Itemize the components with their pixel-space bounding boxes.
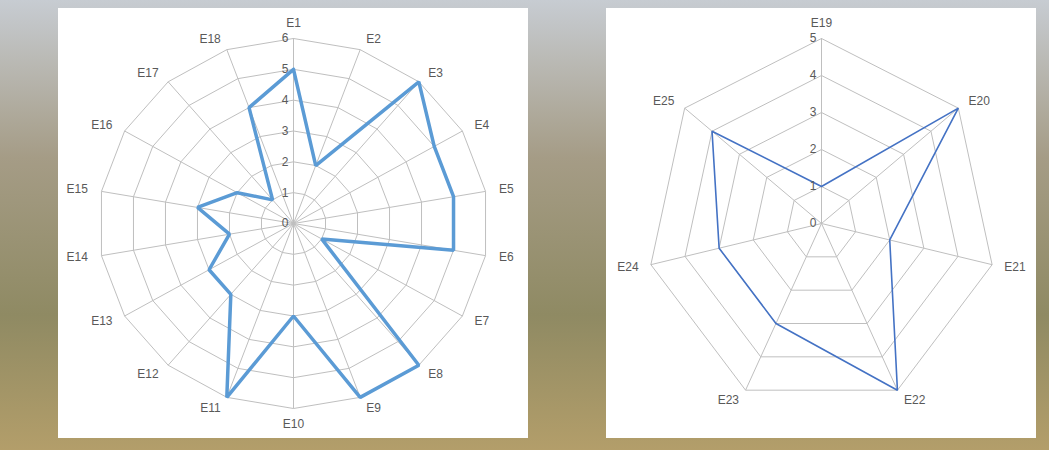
svg-text:E22: E22 — [904, 393, 926, 407]
svg-text:E14: E14 — [67, 250, 89, 264]
svg-text:E7: E7 — [475, 314, 490, 328]
svg-text:E23: E23 — [718, 393, 740, 407]
svg-text:E17: E17 — [137, 66, 159, 80]
svg-text:E1: E1 — [286, 16, 301, 30]
svg-text:E16: E16 — [91, 118, 113, 132]
svg-text:0: 0 — [810, 216, 817, 230]
svg-text:4: 4 — [282, 93, 289, 107]
svg-text:E10: E10 — [283, 417, 305, 431]
svg-text:5: 5 — [810, 31, 817, 45]
svg-text:0: 0 — [282, 216, 289, 230]
svg-text:1: 1 — [810, 179, 817, 193]
svg-text:E8: E8 — [428, 367, 443, 381]
svg-text:3: 3 — [810, 105, 817, 119]
svg-text:E18: E18 — [199, 32, 221, 46]
svg-text:E2: E2 — [366, 32, 381, 46]
svg-text:2: 2 — [810, 142, 817, 156]
svg-text:E13: E13 — [91, 314, 113, 328]
svg-text:6: 6 — [282, 31, 289, 45]
svg-text:2: 2 — [282, 155, 289, 169]
svg-text:E11: E11 — [200, 401, 221, 415]
svg-text:E20: E20 — [969, 94, 991, 108]
svg-text:1: 1 — [282, 186, 289, 200]
svg-text:4: 4 — [810, 68, 817, 82]
svg-text:E15: E15 — [67, 182, 89, 196]
svg-text:3: 3 — [282, 124, 289, 138]
svg-text:E5: E5 — [499, 182, 514, 196]
svg-text:E12: E12 — [137, 367, 159, 381]
svg-text:E4: E4 — [475, 118, 490, 132]
svg-text:E21: E21 — [1004, 260, 1026, 274]
svg-text:E19: E19 — [811, 16, 833, 30]
svg-text:E6: E6 — [499, 250, 514, 264]
svg-text:E24: E24 — [617, 260, 639, 274]
svg-text:E25: E25 — [653, 94, 675, 108]
svg-text:E3: E3 — [428, 66, 443, 80]
svg-text:5: 5 — [282, 62, 289, 76]
svg-text:E9: E9 — [366, 401, 381, 415]
